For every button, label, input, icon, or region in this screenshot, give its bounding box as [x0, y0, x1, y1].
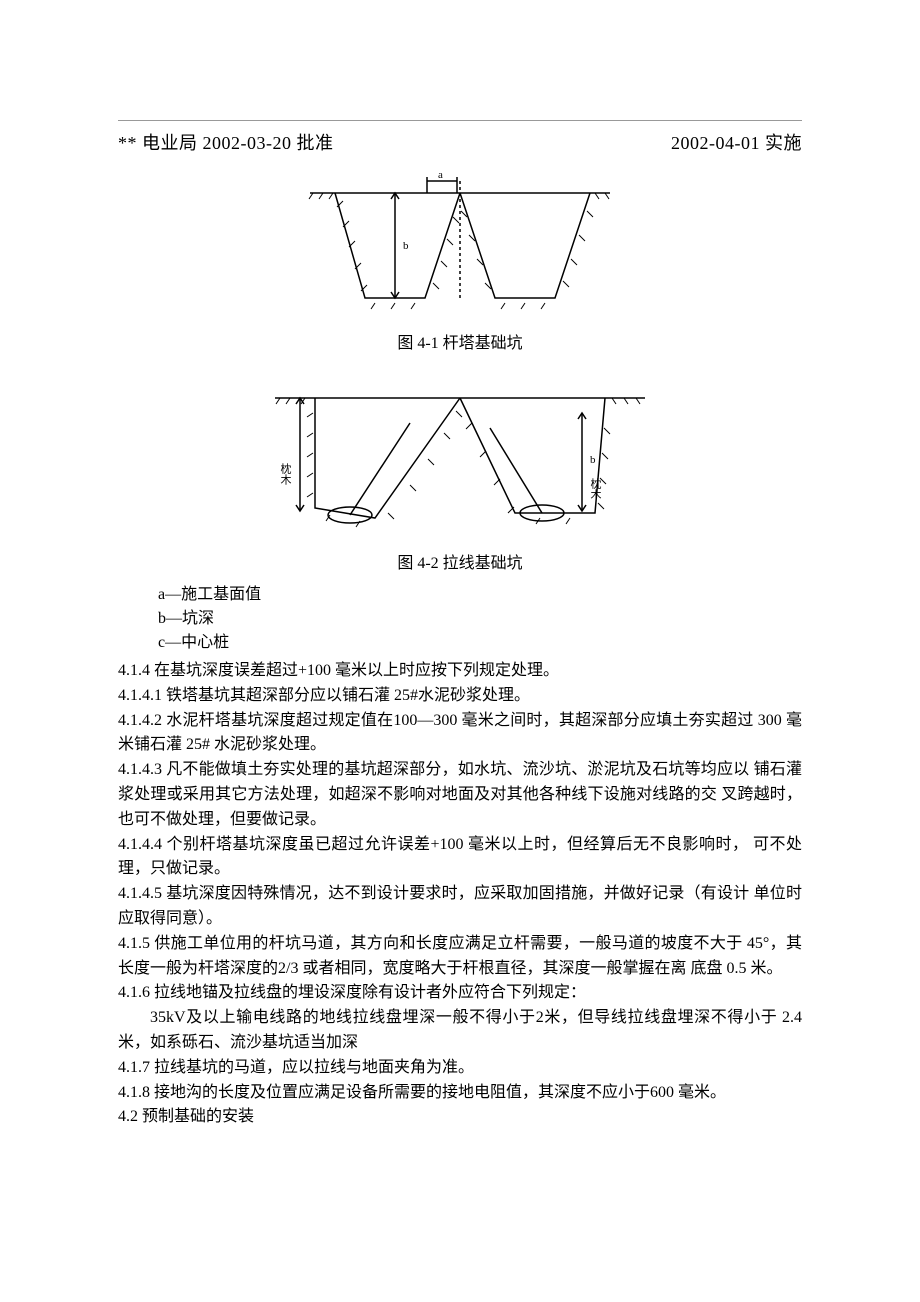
figure-4-2-caption: 图 4-2 拉线基础坑 [118, 549, 802, 573]
para-4-2: 4.2 预制基础的安装 [118, 1105, 802, 1130]
header-left: ** 电业局 2002-03-20 批准 [118, 129, 334, 155]
fig2-anchor-label-right: 枕木 [589, 477, 602, 501]
legend-c: c—中心桩 [158, 631, 802, 655]
figure-legend: a—施工基面值 b—坑深 c—中心桩 [158, 583, 802, 655]
para-4-1-6: 4.1.6 拉线地锚及拉线盘的埋设深度除有设计者外应符合下列规定： [118, 981, 802, 1006]
para-4-1-4-2: 4.1.4.2 水泥杆塔基坑深度超过规定值在100—300 毫米之间时，其超深部… [118, 709, 802, 759]
para-4-1-6-sub: 35kV及以上输电线路的地线拉线盘埋深一般不得小于2米，但导线拉线盘埋深不得小于… [118, 1006, 802, 1056]
legend-a: a—施工基面值 [158, 583, 802, 607]
para-4-1-4-4: 4.1.4.4 个别杆塔基坑深度虽已超过允许误差+100 毫米以上时，但经算后无… [118, 833, 802, 883]
fig2-anchor-label-left: 枕木 [279, 462, 292, 486]
header-right: 2002-04-01 实施 [671, 129, 802, 155]
header-divider [118, 120, 802, 121]
para-4-1-4-1: 4.1.4.1 铁塔基坑其超深部分应以铺石灌 25#水泥砂浆处理。 [118, 684, 802, 709]
para-4-1-7: 4.1.7 拉线基坑的马道，应以拉线与地面夹角为准。 [118, 1056, 802, 1081]
para-4-1-4: 4.1.4 在基坑深度误差超过+100 毫米以上时应按下列规定处理。 [118, 659, 802, 684]
figure-4-2-svg: 枕木 b 枕木 [260, 363, 660, 538]
document-page: ** 电业局 2002-03-20 批准 2002-04-01 实施 [0, 0, 920, 1190]
figure-4-1-svg: a b [295, 163, 625, 318]
para-4-1-4-3: 4.1.4.3 凡不能做填土夯实处理的基坑超深部分，如水坑、流沙坑、淤泥坑及石坑… [118, 758, 802, 832]
fig1-label-a: a [438, 169, 443, 181]
fig1-label-b: b [403, 240, 409, 252]
fig2-label-b: b [590, 454, 596, 466]
para-4-1-8: 4.1.8 接地沟的长度及位置应满足设备所需要的接地电阻值，其深度不应小于600… [118, 1081, 802, 1106]
figure-4-1: a b [118, 163, 802, 323]
legend-b: b—坑深 [158, 607, 802, 631]
header-row: ** 电业局 2002-03-20 批准 2002-04-01 实施 [118, 129, 802, 155]
para-4-1-4-5: 4.1.4.5 基坑深度因特殊情况，达不到设计要求时，应采取加固措施，并做好记录… [118, 882, 802, 932]
figure-4-1-caption: 图 4-1 杆塔基础坑 [118, 329, 802, 353]
body-text: 4.1.4 在基坑深度误差超过+100 毫米以上时应按下列规定处理。 4.1.4… [118, 659, 802, 1130]
figure-4-2: 枕木 b 枕木 [118, 363, 802, 543]
para-4-1-5: 4.1.5 供施工单位用的杆坑马道，其方向和长度应满足立杆需要，一般马道的坡度不… [118, 932, 802, 982]
